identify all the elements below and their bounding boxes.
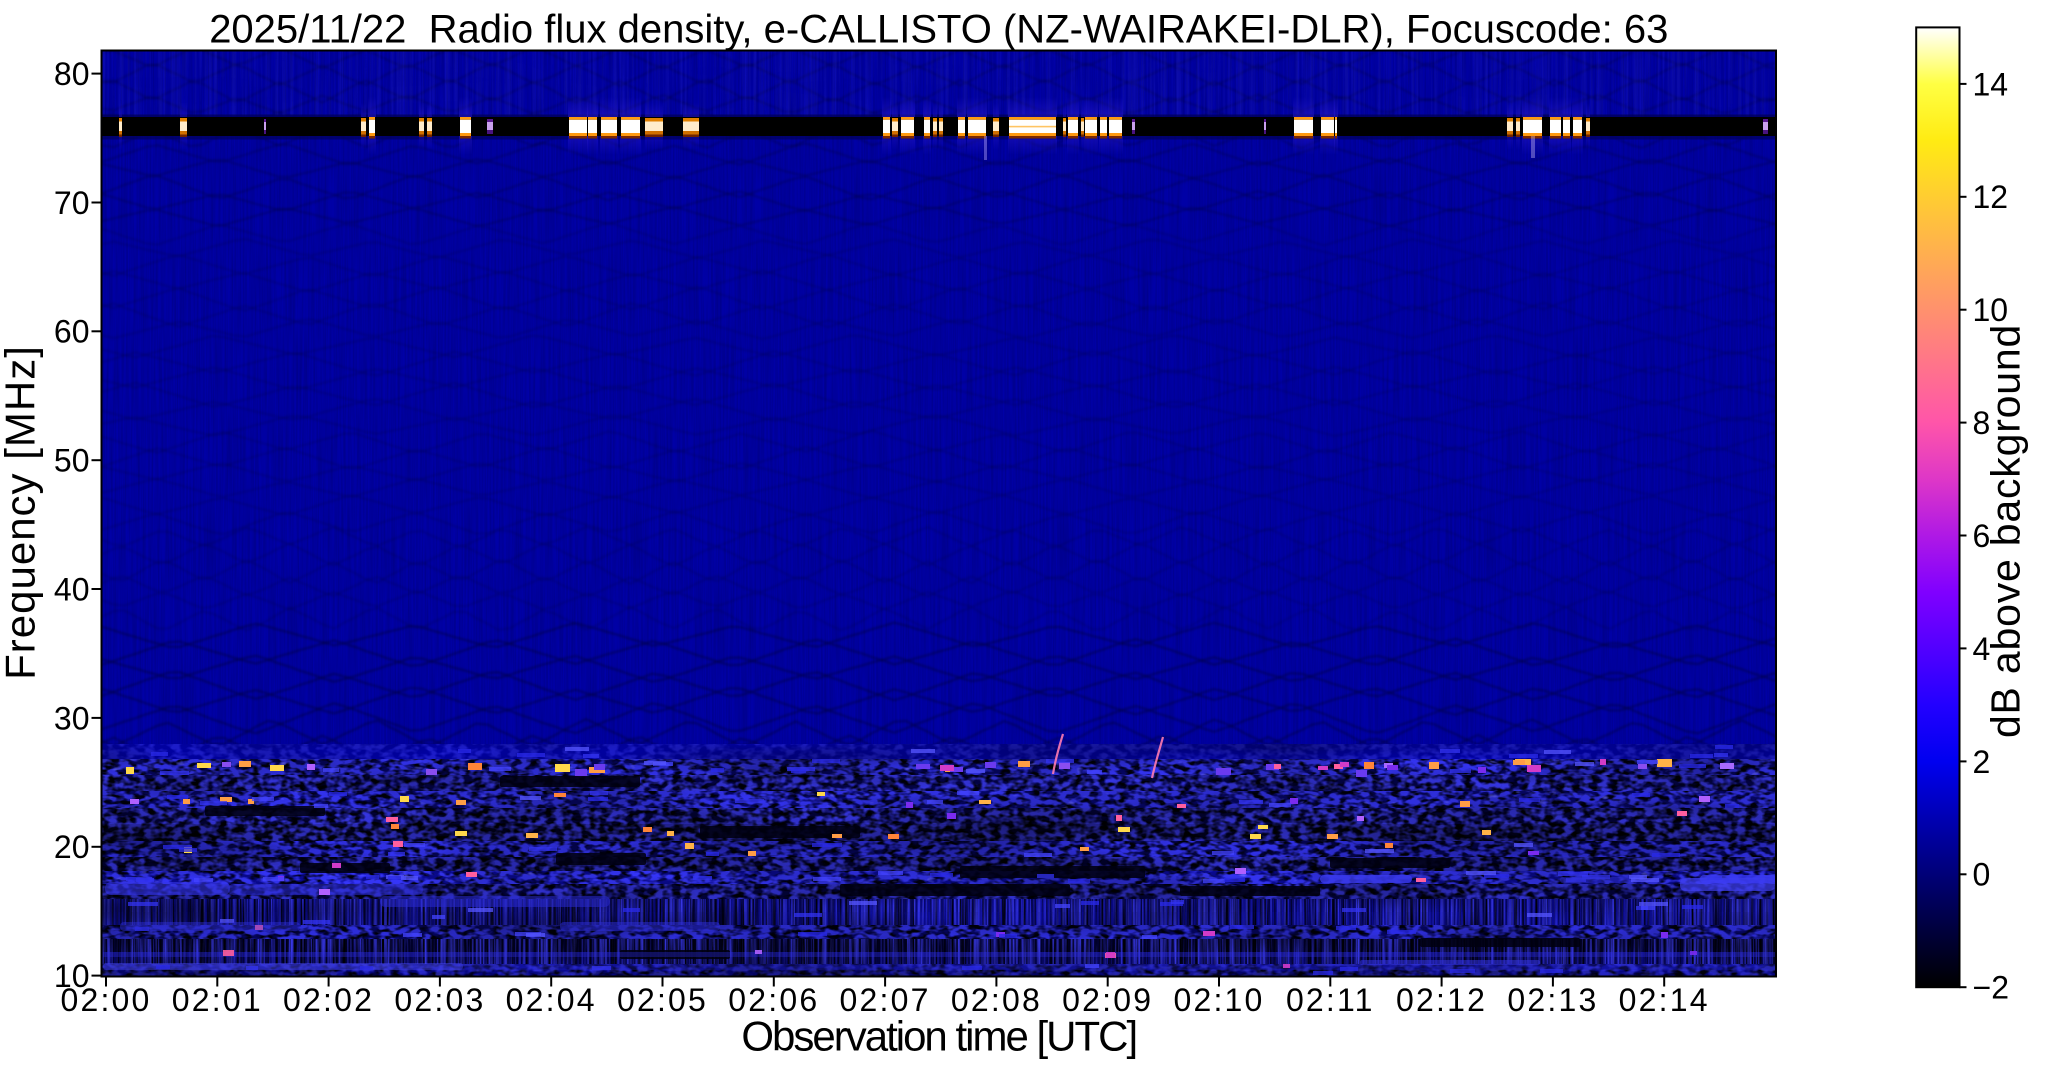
svg-text:02:02: 02:02 xyxy=(283,982,374,1018)
svg-text:dB above background: dB above background xyxy=(1983,324,2029,738)
svg-text:02:00: 02:00 xyxy=(60,982,151,1018)
svg-text:02:03: 02:03 xyxy=(394,982,485,1018)
svg-text:0: 0 xyxy=(1973,857,1991,893)
svg-text:20: 20 xyxy=(54,829,90,865)
svg-text:02:11: 02:11 xyxy=(1286,982,1375,1018)
svg-text:02:10: 02:10 xyxy=(1173,982,1264,1018)
svg-text:80: 80 xyxy=(54,56,90,92)
svg-text:40: 40 xyxy=(54,571,90,607)
svg-text:Frequency [MHz]: Frequency [MHz] xyxy=(0,345,44,680)
svg-text:02:04: 02:04 xyxy=(506,982,597,1018)
svg-text:2025/11/22 Radio flux density: 2025/11/22 Radio flux density, e-CALLIST… xyxy=(209,7,1668,51)
svg-text:02:01: 02:01 xyxy=(172,982,263,1018)
svg-text:02:12: 02:12 xyxy=(1396,982,1487,1018)
svg-text:02:06: 02:06 xyxy=(728,982,819,1018)
svg-text:02:05: 02:05 xyxy=(617,982,708,1018)
svg-text:6: 6 xyxy=(1973,518,1991,554)
svg-text:14: 14 xyxy=(1973,66,2009,102)
svg-text:02:13: 02:13 xyxy=(1507,982,1598,1018)
svg-text:02:14: 02:14 xyxy=(1619,982,1710,1018)
svg-text:10: 10 xyxy=(1973,292,2009,328)
svg-text:10: 10 xyxy=(54,958,90,994)
svg-text:50: 50 xyxy=(54,443,90,479)
svg-text:12: 12 xyxy=(1973,179,2009,215)
svg-text:02:09: 02:09 xyxy=(1062,982,1153,1018)
svg-text:70: 70 xyxy=(54,185,90,221)
svg-text:4: 4 xyxy=(1973,631,1991,667)
svg-text:2: 2 xyxy=(1973,744,1991,780)
svg-text:02:07: 02:07 xyxy=(840,982,931,1018)
svg-text:60: 60 xyxy=(54,314,90,350)
svg-text:02:08: 02:08 xyxy=(951,982,1042,1018)
svg-text:−2: −2 xyxy=(1973,970,2009,1006)
svg-text:30: 30 xyxy=(54,700,90,736)
svg-text:Observation time [UTC]: Observation time [UTC] xyxy=(741,1012,1136,1059)
svg-text:8: 8 xyxy=(1973,405,1991,441)
